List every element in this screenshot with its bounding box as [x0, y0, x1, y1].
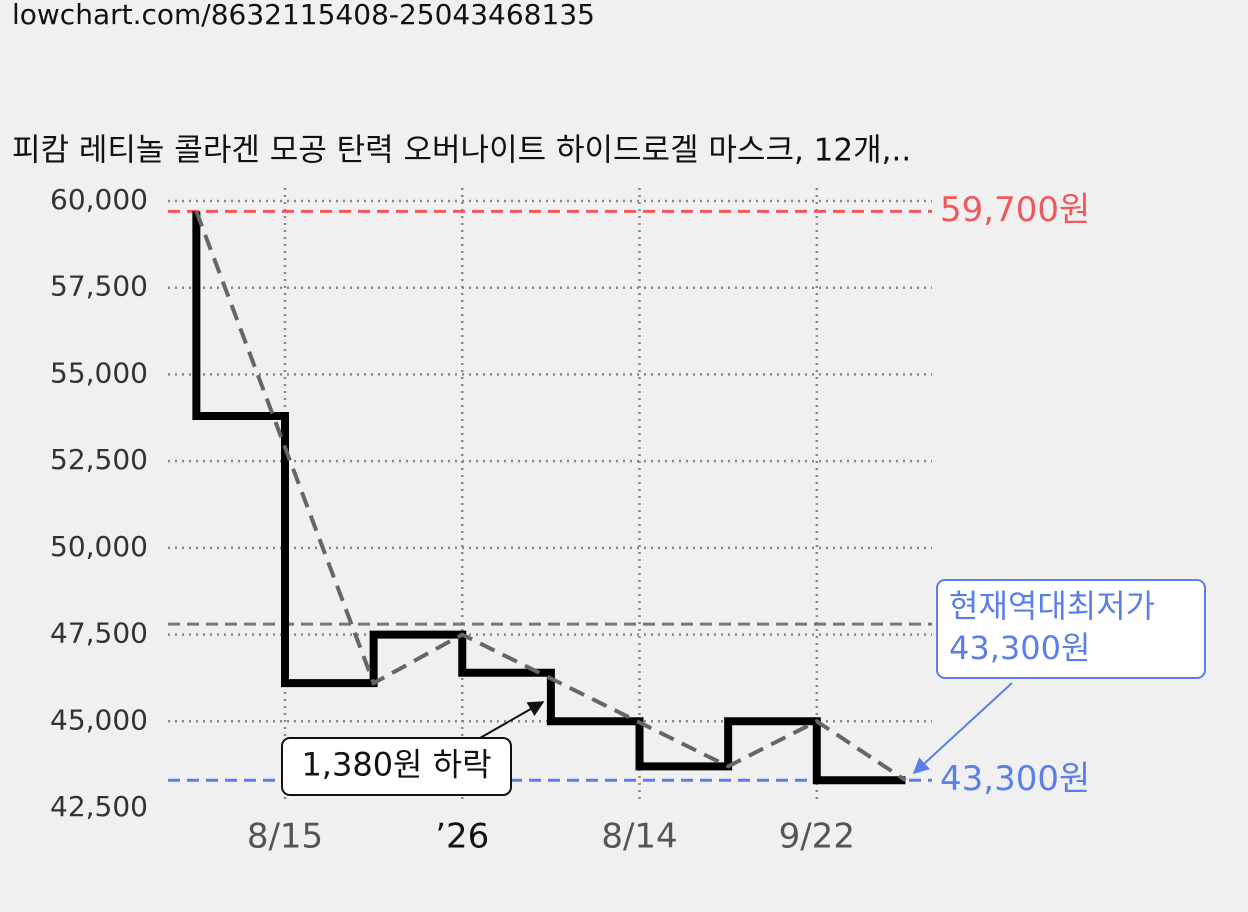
y-tick-label: 47,500 — [50, 617, 148, 650]
annotation-arrow — [912, 682, 1013, 775]
y-tick-label: 55,000 — [50, 356, 148, 389]
x-tick-label: 8/15 — [247, 817, 323, 857]
reference-label: 43,300원 — [940, 759, 1090, 799]
annotation-box — [936, 579, 1206, 679]
annotation-text: 1,380원 하락 — [301, 746, 491, 784]
x-tick-label: ’26 — [435, 817, 489, 857]
y-tick-label: 45,000 — [50, 703, 148, 736]
annotation-text: 현재역대최저가 — [949, 587, 1155, 625]
x-tick-label: 8/14 — [601, 817, 677, 857]
chart-title: 피캄 레티놀 콜라겐 모공 탄력 오버나이트 하이드로겔 마스크, 12개,.. — [12, 133, 911, 169]
y-tick-label: 52,500 — [50, 443, 148, 476]
y-tick-label: 60,000 — [50, 183, 148, 216]
url: lowchart.com/8632115408-25043468135 — [12, 0, 595, 31]
trend-line — [194, 210, 907, 782]
y-tick-label: 50,000 — [50, 530, 148, 563]
annotation-text: 43,300원 — [949, 629, 1090, 667]
annotation-box — [281, 737, 512, 796]
reference-label: 59,700원 — [940, 190, 1090, 230]
x-tick-label: 9/22 — [779, 817, 855, 857]
y-tick-label: 42,500 — [50, 790, 148, 823]
annotation-arrow — [479, 701, 545, 739]
y-tick-label: 57,500 — [50, 270, 148, 303]
price-line — [192, 211, 906, 785]
